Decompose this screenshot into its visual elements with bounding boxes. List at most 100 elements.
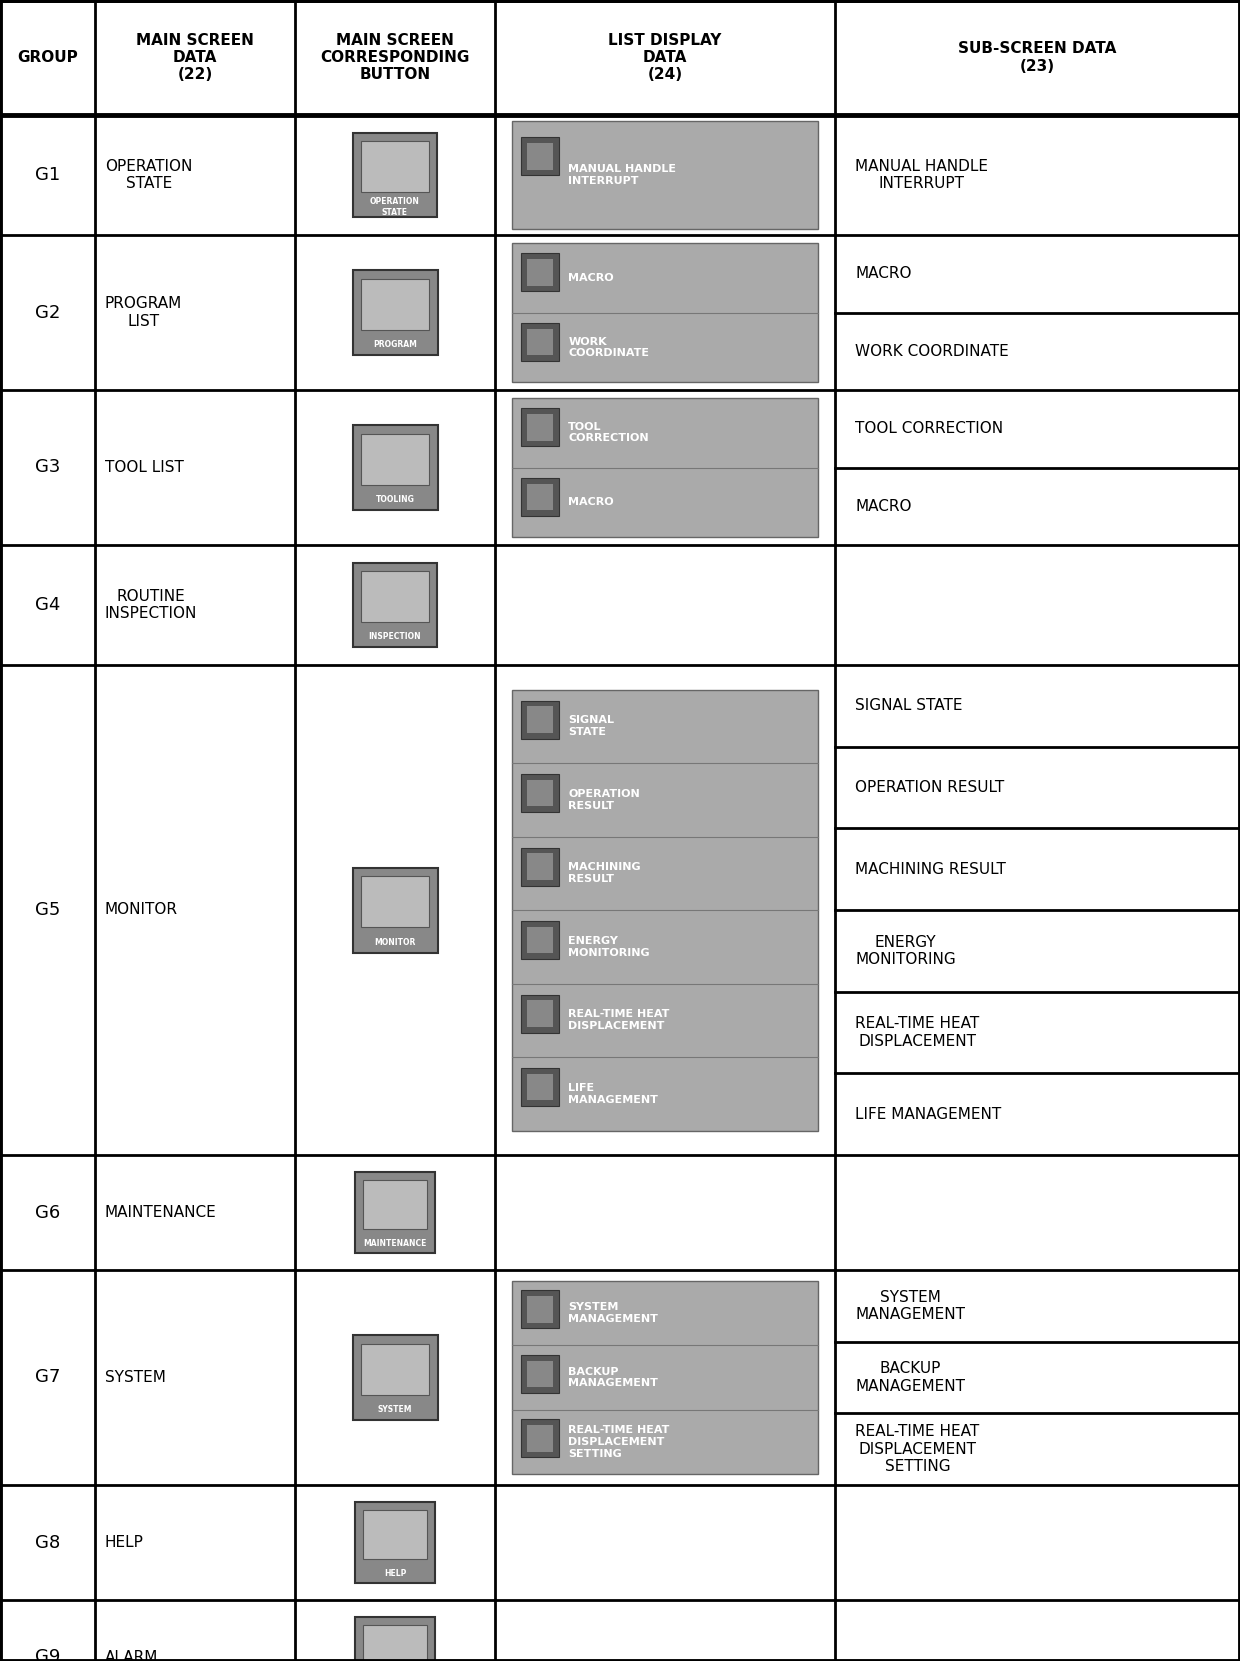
- Text: LIFE
MANAGEMENT: LIFE MANAGEMENT: [568, 1083, 658, 1105]
- Bar: [355, 1502, 435, 1583]
- Bar: [361, 571, 429, 621]
- Bar: [0, 664, 1240, 1154]
- Bar: [521, 409, 559, 447]
- Text: G6: G6: [35, 1204, 60, 1221]
- Text: G8: G8: [35, 1533, 60, 1551]
- Bar: [527, 414, 553, 440]
- Text: G3: G3: [35, 458, 61, 477]
- Bar: [527, 1296, 553, 1322]
- Bar: [527, 329, 553, 355]
- Bar: [0, 115, 1240, 234]
- Text: LIST DISPLAY
DATA
(24): LIST DISPLAY DATA (24): [609, 33, 722, 83]
- Text: TOOLING: TOOLING: [376, 495, 414, 505]
- Bar: [0, 1154, 1240, 1271]
- Text: INSPECTION: INSPECTION: [368, 633, 422, 641]
- Bar: [521, 138, 559, 174]
- Bar: [527, 1425, 553, 1452]
- Text: TOOL LIST: TOOL LIST: [105, 460, 184, 475]
- Text: REAL-TIME HEAT
DISPLACEMENT
SETTING: REAL-TIME HEAT DISPLACEMENT SETTING: [568, 1425, 670, 1458]
- Text: MACHINING
RESULT: MACHINING RESULT: [568, 862, 641, 884]
- Text: REAL-TIME HEAT
DISPLACEMENT: REAL-TIME HEAT DISPLACEMENT: [856, 1017, 980, 1048]
- Text: ENERGY
MONITORING: ENERGY MONITORING: [568, 935, 650, 957]
- Text: MONITOR: MONITOR: [105, 902, 179, 917]
- Text: TOOL CORRECTION: TOOL CORRECTION: [856, 422, 1003, 437]
- Bar: [521, 252, 559, 291]
- Bar: [521, 701, 559, 739]
- Bar: [521, 922, 559, 958]
- Text: MANUAL HANDLE
INTERRUPT: MANUAL HANDLE INTERRUPT: [568, 164, 676, 186]
- Bar: [527, 483, 553, 510]
- Text: OPERATION
RESULT: OPERATION RESULT: [568, 789, 640, 811]
- Text: PROGRAM: PROGRAM: [373, 341, 417, 349]
- Text: HELP: HELP: [384, 1568, 407, 1578]
- Bar: [352, 1335, 438, 1420]
- Bar: [521, 1068, 559, 1106]
- Bar: [363, 1626, 428, 1661]
- Text: WORK
COORDINATE: WORK COORDINATE: [568, 337, 650, 359]
- Text: MACRO: MACRO: [568, 497, 614, 507]
- Bar: [512, 1281, 818, 1475]
- Text: G4: G4: [35, 596, 61, 615]
- Bar: [352, 425, 438, 510]
- Bar: [521, 995, 559, 1033]
- Bar: [361, 875, 429, 927]
- Bar: [361, 1344, 429, 1395]
- Bar: [0, 1485, 1240, 1600]
- Bar: [0, 234, 1240, 390]
- Text: SIGNAL STATE: SIGNAL STATE: [856, 698, 962, 713]
- Text: MAIN SCREEN
CORRESPONDING
BUTTON: MAIN SCREEN CORRESPONDING BUTTON: [320, 33, 470, 83]
- Bar: [355, 1173, 435, 1252]
- Text: MAINTENANCE: MAINTENANCE: [105, 1204, 217, 1219]
- Text: REAL-TIME HEAT
DISPLACEMENT
SETTING: REAL-TIME HEAT DISPLACEMENT SETTING: [856, 1423, 980, 1473]
- Bar: [521, 1355, 559, 1394]
- Bar: [527, 854, 553, 880]
- Text: OPERATION
STATE: OPERATION STATE: [370, 198, 420, 216]
- Text: GROUP: GROUP: [17, 50, 78, 65]
- Bar: [527, 706, 553, 733]
- Text: MONITOR: MONITOR: [374, 938, 415, 947]
- Bar: [353, 133, 436, 218]
- Bar: [521, 322, 559, 360]
- Bar: [0, 390, 1240, 545]
- Bar: [527, 143, 553, 169]
- Bar: [0, 0, 1240, 115]
- Text: OPERATION RESULT: OPERATION RESULT: [856, 781, 1004, 796]
- Bar: [512, 689, 818, 1131]
- Text: BACKUP
MANAGEMENT: BACKUP MANAGEMENT: [856, 1362, 965, 1394]
- Text: SIGNAL
STATE: SIGNAL STATE: [568, 716, 614, 737]
- Bar: [527, 927, 553, 953]
- Text: MACRO: MACRO: [856, 498, 911, 513]
- Text: OPERATION
STATE: OPERATION STATE: [105, 159, 192, 191]
- Bar: [512, 121, 818, 229]
- Bar: [355, 1618, 435, 1661]
- Text: MANUAL HANDLE
INTERRUPT: MANUAL HANDLE INTERRUPT: [856, 159, 988, 191]
- Bar: [512, 243, 818, 382]
- Text: REAL-TIME HEAT
DISPLACEMENT: REAL-TIME HEAT DISPLACEMENT: [568, 1010, 670, 1031]
- Text: G5: G5: [35, 900, 61, 919]
- Bar: [361, 141, 429, 191]
- Text: MACRO: MACRO: [856, 266, 911, 281]
- Bar: [0, 1600, 1240, 1661]
- Text: MACRO: MACRO: [568, 272, 614, 282]
- Text: G1: G1: [35, 166, 60, 184]
- Bar: [0, 545, 1240, 664]
- Text: G9: G9: [35, 1648, 61, 1661]
- Bar: [363, 1181, 428, 1229]
- Bar: [353, 563, 436, 648]
- Bar: [527, 259, 553, 286]
- Bar: [512, 397, 818, 537]
- Bar: [361, 434, 429, 485]
- Text: MAIN SCREEN
DATA
(22): MAIN SCREEN DATA (22): [136, 33, 254, 83]
- Text: PROGRAM
LIST: PROGRAM LIST: [105, 296, 182, 329]
- Text: SYSTEM
MANAGEMENT: SYSTEM MANAGEMENT: [568, 1302, 658, 1324]
- Text: MAINTENANCE: MAINTENANCE: [363, 1239, 427, 1247]
- Bar: [527, 1360, 553, 1387]
- Text: G2: G2: [35, 304, 61, 322]
- Bar: [521, 478, 559, 517]
- Bar: [352, 271, 438, 355]
- Bar: [521, 1291, 559, 1329]
- Text: LIFE MANAGEMENT: LIFE MANAGEMENT: [856, 1106, 1002, 1121]
- Text: SYSTEM: SYSTEM: [378, 1405, 412, 1414]
- Bar: [361, 279, 429, 329]
- Bar: [521, 847, 559, 885]
